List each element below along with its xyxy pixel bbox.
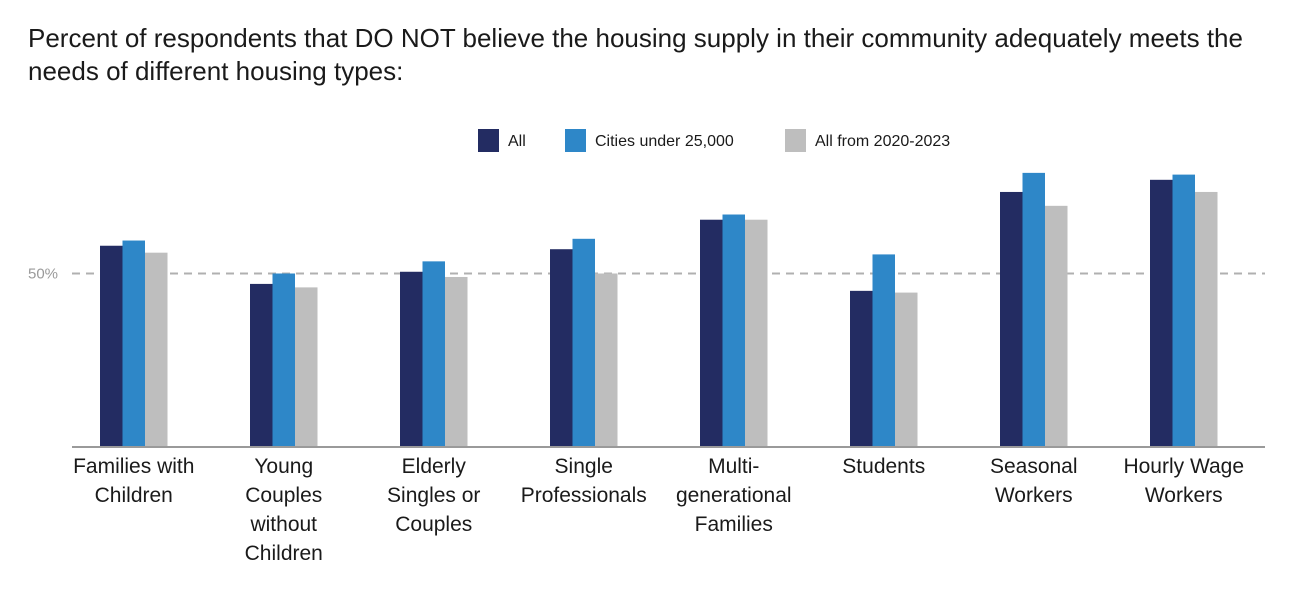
bar-5-series-2: [722, 214, 745, 447]
bar-2-series-3: [295, 287, 318, 447]
bar-2-series-2: [272, 273, 295, 447]
bar-1-series-2: [122, 240, 145, 447]
bar-3-series-3: [445, 276, 468, 447]
bar-5-series-3: [745, 219, 768, 447]
bar-1-series-3: [145, 252, 168, 447]
legend-swatch-1: [478, 129, 499, 152]
category-label-6: Students: [842, 455, 925, 478]
category-label-7: Seasonal Workers: [990, 455, 1078, 507]
category-label-5: Multi-generational Families: [676, 455, 792, 536]
bar-7-series-3: [1045, 205, 1068, 447]
legend-label-2: Cities under 25,000: [595, 133, 734, 150]
legend-swatch-2: [565, 129, 586, 152]
category-label-8: Hourly Wage Workers: [1123, 455, 1244, 507]
bar-6-series-1: [850, 290, 873, 447]
bar-4-series-3: [595, 273, 618, 447]
bar-4-series-1: [550, 249, 573, 447]
bar-7-series-2: [1022, 172, 1045, 447]
bar-3-series-1: [400, 271, 423, 447]
bar-5-series-1: [700, 219, 723, 447]
reference-line-group: 50%: [28, 266, 1265, 283]
reference-line-label: 50%: [28, 266, 58, 283]
category-label-3: Elderly Singles or Couples: [387, 455, 480, 536]
legend: All Cities under 25,000 All from 2020-2023: [478, 129, 950, 152]
category-labels: Families with Children Young Couples without…: [73, 455, 1244, 565]
bar-6-series-3: [895, 292, 918, 447]
chart-title: Percent of respondents that DO NOT belie…: [28, 23, 1243, 86]
category-label-1: Families with Children: [73, 455, 194, 507]
bar-7-series-1: [1000, 191, 1023, 447]
category-label-4: Single Professionals: [521, 455, 647, 507]
bars-group: [100, 172, 1218, 448]
bar-8-series-1: [1150, 179, 1173, 447]
bar-8-series-2: [1172, 174, 1195, 448]
legend-label-1: All: [508, 133, 526, 150]
category-label-2: Young Couples without Children: [245, 455, 323, 565]
bar-8-series-3: [1195, 191, 1218, 447]
legend-swatch-3: [785, 129, 806, 152]
bar-2-series-1: [250, 283, 273, 447]
legend-label-3: All from 2020-2023: [815, 133, 950, 150]
bar-3-series-2: [422, 261, 445, 447]
bar-4-series-2: [572, 238, 595, 447]
bar-6-series-2: [872, 254, 895, 447]
bar-1-series-1: [100, 245, 123, 447]
